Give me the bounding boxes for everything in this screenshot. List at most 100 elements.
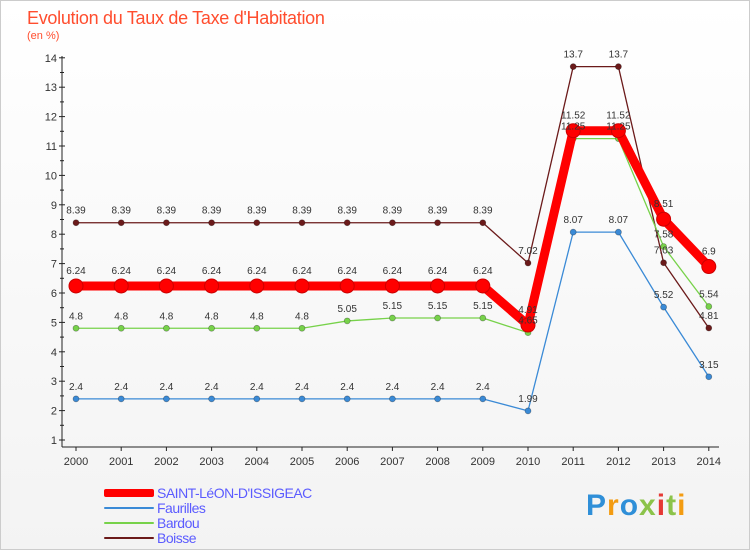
y-tick-label: 11 bbox=[46, 141, 57, 153]
series-point-2 bbox=[660, 243, 667, 250]
series-point-0 bbox=[479, 219, 487, 227]
series-point-3 bbox=[294, 278, 310, 294]
series-point-3 bbox=[158, 278, 174, 294]
x-tick-label: 2001 bbox=[109, 456, 133, 468]
data-label-3: 8.51 bbox=[654, 199, 674, 210]
data-label-1: 2.4 bbox=[114, 382, 128, 393]
data-label-0: 8.39 bbox=[337, 206, 357, 217]
data-label-2: 5.15 bbox=[428, 301, 448, 312]
series-point-3 bbox=[520, 317, 536, 333]
brand-letter: x bbox=[639, 489, 657, 522]
data-label-3: 6.24 bbox=[157, 266, 177, 277]
brand-letter: P bbox=[586, 489, 608, 522]
data-label-1: 2.4 bbox=[69, 382, 83, 393]
series-point-2 bbox=[479, 314, 487, 322]
data-label-0: 8.39 bbox=[292, 206, 312, 217]
series-point-3 bbox=[475, 278, 491, 294]
y-tick-label: 2 bbox=[51, 406, 57, 418]
data-label-2: 4.8 bbox=[295, 311, 309, 322]
legend-label-boisse: Boisse bbox=[157, 529, 197, 546]
data-label-2: 7.58 bbox=[654, 230, 674, 241]
legend-label-bardou: Bardou bbox=[157, 514, 200, 531]
data-label-2: 5.15 bbox=[383, 301, 403, 312]
data-label-1: 2.4 bbox=[476, 382, 490, 393]
series-point-3 bbox=[113, 278, 129, 294]
data-label-0: 8.39 bbox=[202, 206, 222, 217]
data-label-1: 2.4 bbox=[250, 382, 264, 393]
data-label-3: 6.24 bbox=[383, 266, 403, 277]
legend-label-faurilles: Faurilles bbox=[157, 499, 206, 516]
legend-swatch-boisse bbox=[104, 536, 154, 539]
data-label-3: 6.24 bbox=[111, 266, 131, 277]
series-point-3 bbox=[656, 211, 672, 227]
data-label-0: 8.39 bbox=[111, 206, 131, 217]
x-tick-label: 2004 bbox=[245, 456, 269, 468]
series-point-3 bbox=[430, 278, 446, 294]
series-point-2 bbox=[253, 324, 261, 332]
x-tick-label: 2007 bbox=[380, 456, 404, 468]
data-label-2: 4.8 bbox=[159, 311, 173, 322]
data-label-1: 8.07 bbox=[563, 215, 583, 226]
data-label-0: 8.39 bbox=[383, 206, 403, 217]
chart-title: Evolution du Taux de Taxe d'Habitation bbox=[27, 8, 325, 28]
y-tick-label: 6 bbox=[51, 288, 57, 300]
series-point-2 bbox=[343, 317, 351, 325]
series-point-0 bbox=[298, 219, 306, 227]
legend-swatch-saint-leon bbox=[104, 488, 154, 497]
series-point-1 bbox=[524, 407, 532, 415]
data-label-3: 6.24 bbox=[337, 266, 357, 277]
x-tick-label: 2000 bbox=[64, 456, 88, 468]
x-tick-label: 2006 bbox=[335, 456, 359, 468]
data-label-3: 6.24 bbox=[247, 266, 267, 277]
data-label-0: 7.02 bbox=[518, 246, 538, 257]
data-label-1: 2.4 bbox=[431, 382, 445, 393]
data-label-1: 2.4 bbox=[159, 382, 173, 393]
y-tick-label: 9 bbox=[51, 200, 57, 212]
series-point-3 bbox=[565, 123, 581, 139]
series-point-0 bbox=[343, 219, 351, 227]
series-point-3 bbox=[610, 123, 626, 139]
x-tick-label: 2008 bbox=[425, 456, 449, 468]
series-point-2 bbox=[705, 303, 713, 310]
series-point-0 bbox=[569, 63, 577, 70]
y-tick-label: 1 bbox=[51, 435, 57, 447]
data-label-2: 5.54 bbox=[699, 290, 719, 301]
brand-letter: r bbox=[607, 489, 620, 522]
data-label-3: 6.9 bbox=[702, 247, 716, 258]
legend-label-saint-leon: SAINT-LéON-D'ISSIGEAC bbox=[157, 484, 312, 501]
brand-letter: o bbox=[619, 489, 640, 522]
data-label-1: 2.4 bbox=[385, 382, 399, 393]
data-label-1: 2.4 bbox=[340, 382, 354, 393]
series-point-1 bbox=[253, 395, 261, 403]
data-label-0: 4.81 bbox=[699, 311, 719, 322]
x-tick-label: 2003 bbox=[199, 456, 223, 468]
series-point-0 bbox=[117, 219, 125, 227]
series-point-1 bbox=[298, 395, 306, 403]
series-point-2 bbox=[298, 324, 306, 332]
series-point-2 bbox=[163, 324, 170, 332]
data-label-0: 13.7 bbox=[609, 50, 629, 61]
series-point-0 bbox=[434, 219, 441, 227]
data-label-2: 5.15 bbox=[473, 301, 493, 312]
chart-legend: SAINT-LéON-D'ISSIGEAC Faurilles Bardou B… bbox=[104, 484, 312, 546]
series-point-3 bbox=[701, 259, 717, 275]
data-label-2: 4.8 bbox=[205, 311, 219, 322]
data-label-1: 2.4 bbox=[205, 382, 219, 393]
data-label-0: 8.39 bbox=[66, 206, 86, 217]
data-label-0: 7.03 bbox=[654, 246, 674, 257]
data-label-0: 8.39 bbox=[428, 206, 448, 217]
series-point-2 bbox=[434, 314, 441, 322]
series-point-1 bbox=[615, 228, 622, 236]
series-point-1 bbox=[163, 395, 170, 403]
y-tick-label: 13 bbox=[45, 82, 57, 94]
y-tick-label: 10 bbox=[45, 170, 57, 182]
series-point-1 bbox=[72, 395, 80, 403]
brand-letter: i bbox=[656, 489, 667, 522]
y-tick-label: 5 bbox=[51, 317, 57, 329]
data-label-1: 5.52 bbox=[654, 290, 674, 301]
series-point-1 bbox=[569, 228, 577, 236]
data-label-1: 1.99 bbox=[518, 394, 538, 405]
series-point-0 bbox=[253, 219, 261, 227]
legend-item-bardou: Bardou bbox=[104, 514, 312, 531]
